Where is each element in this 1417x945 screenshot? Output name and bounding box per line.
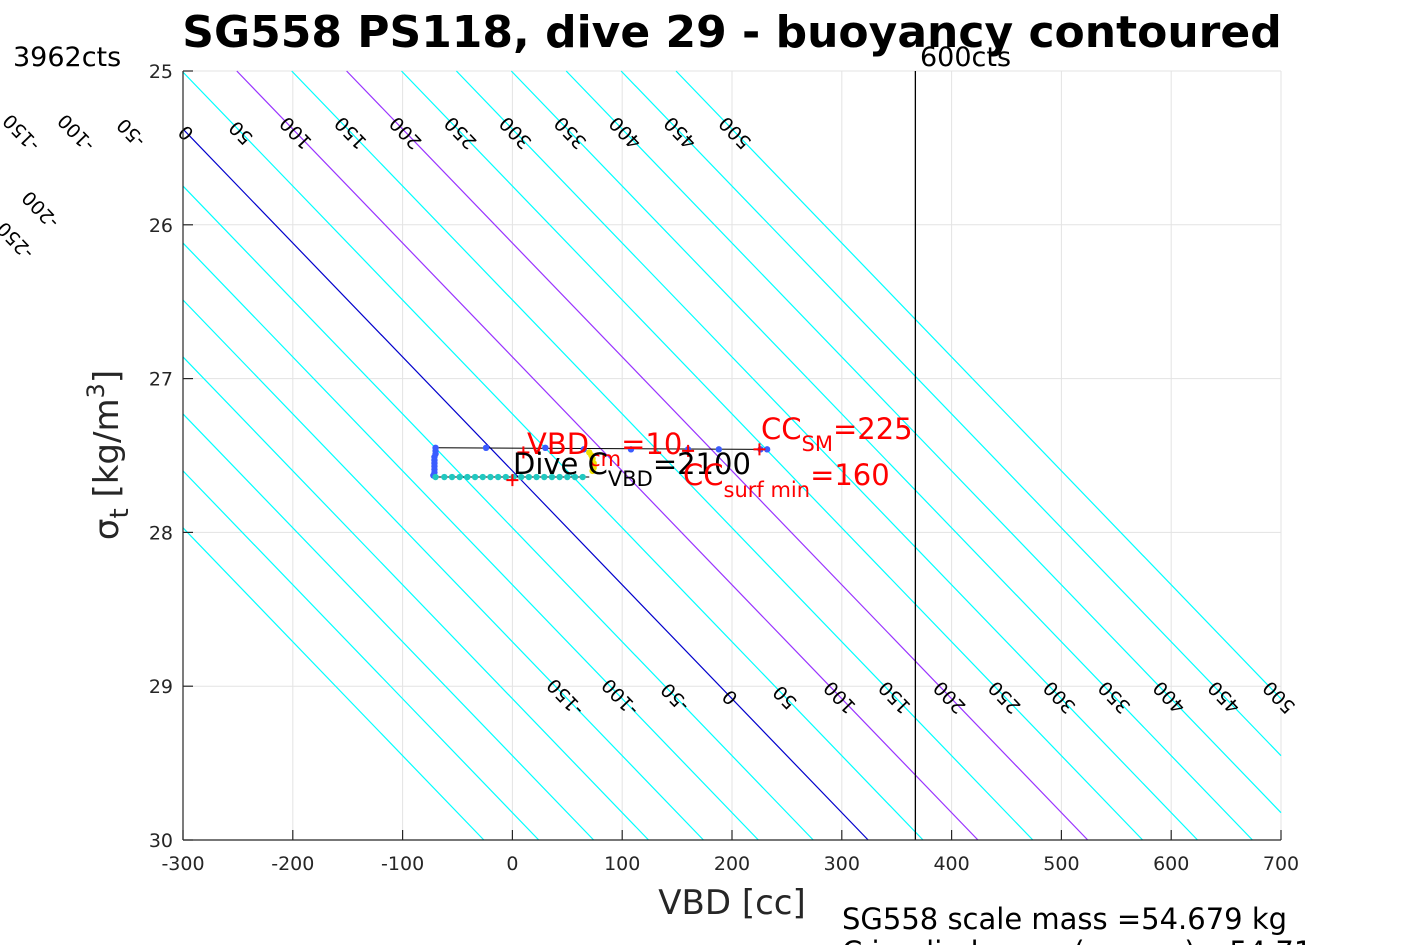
left-count-label: 3962cts [13, 42, 121, 73]
axes [182, 70, 1282, 841]
dive-trajectory [430, 444, 771, 481]
data-point [464, 473, 471, 481]
y-tick-labels: 25 26 27 28 29 30 [149, 61, 173, 852]
contour-label: -50 [113, 114, 150, 152]
data-point [525, 473, 533, 481]
y-tick-label: 30 [149, 830, 173, 852]
data-point [579, 473, 586, 481]
y-axis-label: σt [kg/m3] [82, 370, 135, 540]
trajectory-line [435, 447, 768, 450]
red-plus-marker [506, 474, 519, 487]
data-point [571, 473, 579, 481]
dive-c-vbd-annotation: Dive CVBD=2100 [513, 447, 751, 491]
data-point [448, 473, 456, 481]
data-point [763, 446, 771, 453]
contour-line [182, 299, 704, 841]
data-point [580, 446, 587, 453]
x-tick-label: 0 [506, 853, 518, 875]
x-tick-label: -200 [271, 853, 314, 875]
data-point [556, 473, 563, 481]
contour-label: -200 [18, 186, 64, 232]
cc-surf-min-annotation: CCsurf min=160 [683, 458, 890, 502]
red-plus-marker [682, 444, 695, 457]
data-point [432, 473, 439, 481]
implied-mass-note: C implied mass (approx) =54.71 [842, 935, 1312, 945]
data-point [487, 473, 494, 481]
grid [182, 70, 1282, 841]
y-tick-label: 27 [149, 369, 173, 391]
scale-mass-note: SG558 scale mass =54.679 kg [842, 902, 1287, 936]
data-point [564, 473, 571, 481]
x-tick-label: 500 [1043, 853, 1079, 875]
data-point [441, 473, 448, 481]
red-plus-marker [517, 446, 530, 459]
data-point [456, 473, 463, 481]
y-tick-label: 28 [149, 522, 173, 544]
y-tick-label: 25 [149, 61, 173, 83]
x-tick-label: 400 [933, 853, 969, 875]
contour-label: -100 [54, 109, 100, 155]
cc-sm-annotation: CCSM=225 [761, 412, 913, 456]
contour-line [346, 70, 1089, 841]
contour-line [565, 70, 1282, 814]
plot-area: -350-300-250-200-150-100-500501001502002… [0, 70, 1300, 841]
contour-line [182, 527, 485, 841]
chart-title: SG558 PS118, dive 29 - buoyancy contoure… [182, 7, 1281, 58]
data-point [627, 446, 635, 453]
contour-line [455, 70, 1198, 841]
data-point [541, 473, 548, 481]
data-point [482, 444, 490, 452]
data-point [471, 473, 479, 481]
x-axis-label: VBD [cc] [658, 883, 806, 923]
contour-line [182, 356, 649, 841]
x-tick-label: -100 [381, 853, 424, 875]
data-point [542, 444, 549, 452]
contour-line [182, 413, 595, 841]
right-count-label: 600cts [920, 42, 1011, 73]
vbd-cm-annotation: VBDcm=10 [527, 427, 682, 471]
contour-line [236, 70, 979, 841]
contour-line [620, 70, 1282, 757]
x-tick-label: 100 [604, 853, 640, 875]
data-point [533, 473, 540, 481]
data-point [589, 467, 596, 475]
data-point [502, 473, 510, 481]
x-tick-label: 200 [714, 853, 750, 875]
red-plus-marker [753, 443, 766, 456]
x-tick-label: 600 [1153, 853, 1189, 875]
red-markers [506, 443, 766, 487]
x-tick-label: -300 [161, 853, 204, 875]
y-tick-label: 26 [149, 215, 173, 237]
data-point [479, 473, 486, 481]
contour-line [182, 470, 540, 841]
contour-line [675, 70, 1282, 700]
contour-lines [182, 70, 1282, 841]
data-point [715, 446, 723, 453]
contour-label: -250 [0, 217, 38, 263]
data-point [548, 473, 556, 481]
x-tick-label: 300 [824, 853, 860, 875]
y-tick-label: 29 [149, 676, 173, 698]
x-tick-label: 700 [1263, 853, 1299, 875]
contour-line [182, 71, 924, 841]
contour-line [291, 70, 1034, 841]
x-tick-labels: -300 -200 -100 0 100 200 300 400 500 600 700 [161, 853, 1299, 875]
contour-label: -150 [0, 109, 44, 155]
contour-line [182, 242, 759, 841]
data-point [590, 459, 597, 467]
data-point [494, 473, 502, 481]
contour-line [182, 185, 814, 841]
contour-line [510, 70, 1253, 841]
contour-line [182, 128, 869, 841]
data-point [517, 473, 525, 481]
contour-line [401, 70, 1144, 841]
